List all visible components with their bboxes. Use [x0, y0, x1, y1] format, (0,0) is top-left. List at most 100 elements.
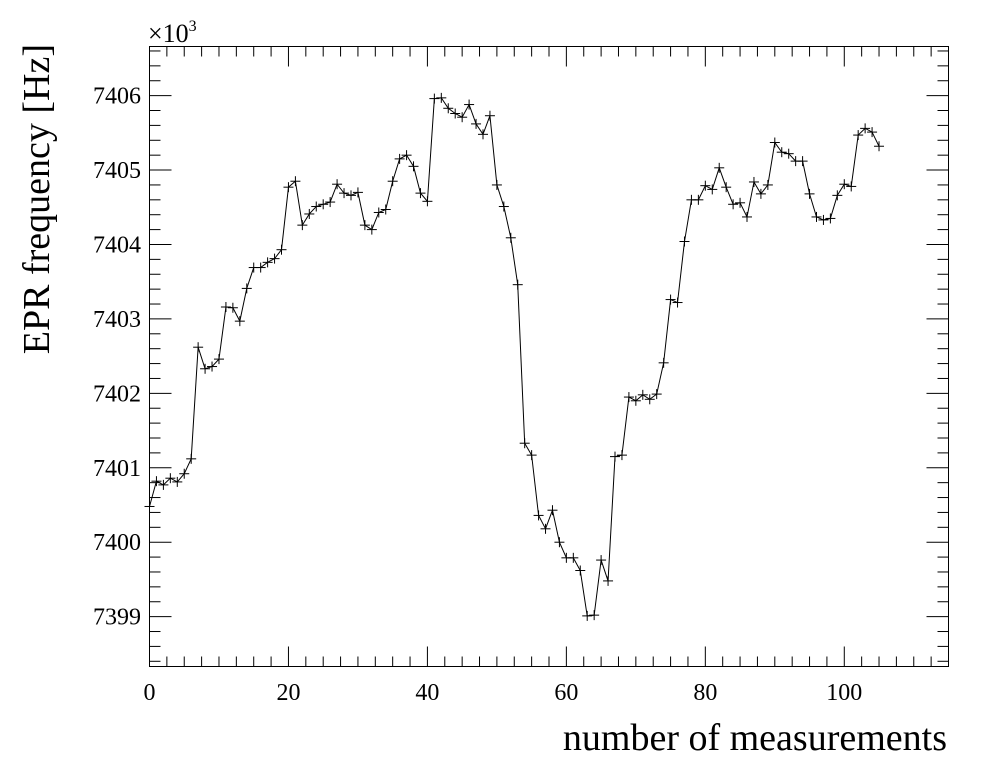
- data-point: [193, 342, 204, 353]
- data-point: [804, 188, 815, 199]
- x-tick-label: 0: [144, 680, 156, 706]
- data-point: [172, 476, 183, 487]
- data-point: [276, 244, 287, 255]
- data-point: [533, 510, 544, 521]
- data-point: [394, 153, 405, 164]
- data-point: [220, 302, 231, 313]
- data-point: [672, 297, 683, 308]
- data-point: [380, 204, 391, 215]
- data-point: [484, 110, 495, 121]
- data-point: [707, 184, 718, 195]
- data-point: [422, 196, 433, 207]
- data-point: [714, 162, 725, 173]
- data-point: [797, 156, 808, 167]
- data-point: [526, 450, 537, 461]
- data-point: [540, 523, 551, 534]
- data-point: [255, 262, 266, 273]
- x-tick-label: 40: [415, 680, 439, 706]
- data-point: [603, 575, 614, 586]
- data-point: [151, 476, 162, 487]
- data-point: [874, 141, 885, 152]
- data-point: [325, 197, 336, 208]
- data-point: [339, 188, 350, 199]
- data-point: [860, 123, 871, 134]
- data-point: [679, 236, 690, 247]
- data-point: [637, 389, 648, 400]
- data-point: [762, 179, 773, 190]
- data-point: [748, 176, 759, 187]
- x-tick-label: 20: [276, 680, 300, 706]
- data-point: [832, 190, 843, 201]
- data-point: [415, 188, 426, 199]
- data-point: [769, 137, 780, 148]
- data-point: [436, 92, 447, 103]
- data-point: [234, 316, 245, 327]
- data-point: [283, 182, 294, 193]
- x-tick-label: 80: [693, 680, 717, 706]
- y-tick-label: 7404: [93, 232, 141, 258]
- y-tick-label: 7402: [93, 381, 141, 407]
- data-point: [693, 194, 704, 205]
- data-point: [811, 211, 822, 222]
- data-point: [825, 213, 836, 224]
- data-point: [366, 224, 377, 235]
- data-point: [589, 610, 600, 621]
- data-point: [227, 302, 238, 313]
- data-point: [623, 392, 634, 403]
- data-point: [776, 147, 787, 158]
- data-point: [568, 552, 579, 563]
- data-point: [512, 279, 523, 290]
- data-point: [373, 207, 384, 218]
- data-point: [596, 555, 607, 566]
- data-point: [352, 187, 363, 198]
- data-point: [207, 361, 218, 372]
- data-point: [818, 214, 829, 225]
- data-point: [290, 176, 301, 187]
- y-tick-label: 7400: [93, 530, 141, 556]
- data-point: [262, 257, 273, 268]
- data-point: [547, 505, 558, 516]
- y-multiplier-exponent: 3: [189, 18, 197, 35]
- data-point: [582, 610, 593, 621]
- data-point: [144, 501, 155, 512]
- data-point: [728, 199, 739, 210]
- y-tick-label: 7406: [93, 84, 141, 110]
- data-point: [443, 103, 454, 114]
- data-point: [387, 176, 398, 187]
- data-point: [213, 354, 224, 365]
- data-point: [304, 208, 315, 219]
- tick-labels: 0 20 40 60 80 100 7399 7400 7401 7402 7403 7404 7405…: [93, 84, 862, 706]
- data-point: [853, 130, 864, 141]
- x-axis-label: number of measurements: [563, 717, 947, 759]
- data-point: [179, 468, 190, 479]
- data-point: [408, 161, 419, 172]
- data-point: [700, 180, 711, 191]
- data-point: [477, 129, 488, 140]
- data-point: [491, 179, 502, 190]
- data-point: [269, 253, 280, 264]
- data-point: [783, 148, 794, 159]
- y-tick-label: 7399: [93, 605, 141, 631]
- y-tick-label: 7405: [93, 158, 141, 184]
- data-point: [450, 108, 461, 119]
- y-tick-label: 7401: [93, 456, 141, 482]
- y-multiplier: ×103: [148, 18, 197, 48]
- data-point: [311, 201, 322, 212]
- data-point: [165, 473, 176, 484]
- data-point: [318, 199, 329, 210]
- data-point: [644, 394, 655, 405]
- data-point: [575, 565, 586, 576]
- data-point: [429, 93, 440, 104]
- data-point: [658, 357, 669, 368]
- data-point: [755, 188, 766, 199]
- data-point: [200, 363, 211, 374]
- data-point: [616, 450, 627, 461]
- y-tick-label: 7403: [93, 307, 141, 333]
- series-line: [149, 97, 880, 617]
- data-point: [846, 181, 857, 192]
- data-point: [867, 127, 878, 138]
- data-point: [554, 537, 565, 548]
- data-point: [505, 232, 516, 243]
- data-point: [630, 395, 641, 406]
